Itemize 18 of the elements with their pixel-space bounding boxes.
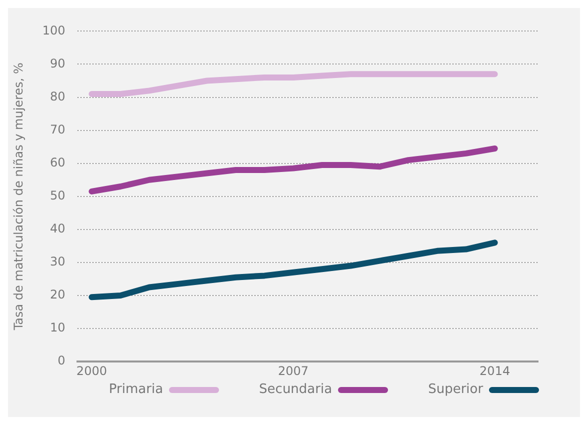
x-tick-label: 2007: [278, 364, 309, 378]
y-tick-label: 40: [50, 222, 66, 236]
y-tick-label: 60: [50, 155, 66, 170]
y-tick-label: 30: [50, 254, 66, 269]
y-tick-label: 70: [50, 122, 66, 136]
y-tick-label: 80: [50, 89, 66, 104]
legend-label: Primaria: [108, 382, 164, 397]
legend-label: Superior: [428, 382, 484, 397]
legend-label: Secundaria: [259, 382, 332, 397]
y-tick-label: 10: [50, 320, 66, 335]
x-tick-label: 2014: [480, 364, 510, 378]
x-tick-label: 2000: [76, 364, 107, 378]
y-axis-title: Tasa de matriculación de niñas y mujeres, %: [11, 62, 26, 332]
y-tick-label: 50: [50, 188, 66, 203]
y-tick-label: 0: [58, 354, 66, 368]
y-tick-label: 100: [42, 23, 66, 38]
y-tick-label: 90: [50, 56, 66, 70]
y-tick-label: 20: [50, 288, 66, 302]
